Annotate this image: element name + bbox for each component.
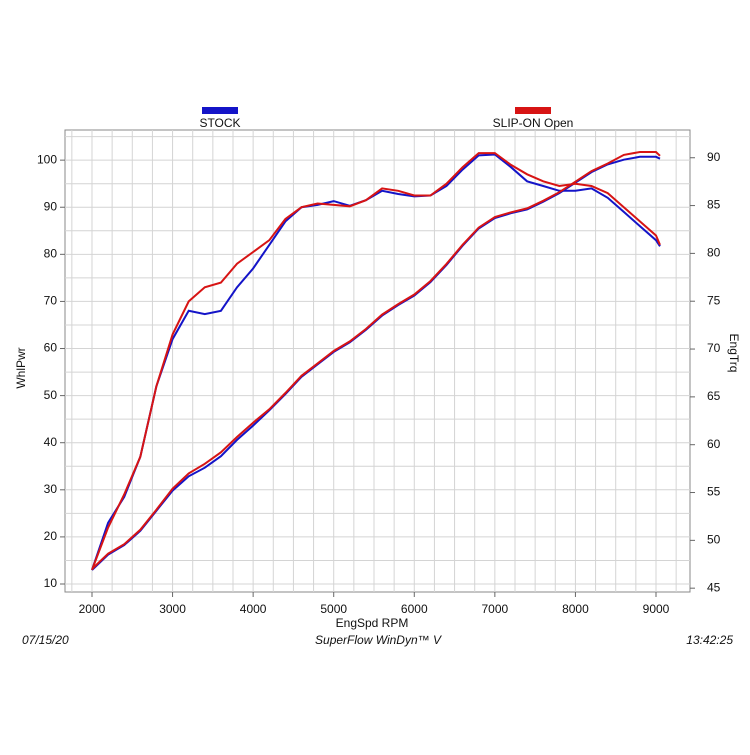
y-tick-label: 90 <box>44 199 58 213</box>
y-tick-label: 10 <box>44 576 58 590</box>
x-axis-label: EngSpd RPM <box>336 616 409 630</box>
torque-line <box>91 151 661 570</box>
footer-software: SuperFlow WinDyn™ V <box>315 633 442 647</box>
x-tick-label: 7000 <box>482 602 509 616</box>
x-tick-label: 5000 <box>320 602 347 616</box>
y2-tick-label: 45 <box>707 580 721 594</box>
legend-label: STOCK <box>199 116 240 130</box>
legend-label: SLIP-ON Open <box>493 116 574 130</box>
y2-tick-label: 50 <box>707 533 721 547</box>
y2-tick-label: 60 <box>707 437 721 451</box>
y-tick-label: 50 <box>44 388 58 402</box>
y2-tick-label: 75 <box>707 293 721 307</box>
y2-tick-label: 70 <box>707 341 721 355</box>
y-tick-label: 20 <box>44 529 58 543</box>
y2-tick-label: 80 <box>707 246 721 260</box>
x-tick-label: 6000 <box>401 602 428 616</box>
y2-tick-label: 65 <box>707 389 721 403</box>
y-axis-label: WhlPwr <box>14 347 28 388</box>
y-tick-label: 40 <box>44 435 58 449</box>
y2-tick-label: 90 <box>707 150 721 164</box>
power-line <box>91 152 661 571</box>
legend-swatch <box>515 107 551 114</box>
x-tick-label: 8000 <box>562 602 589 616</box>
x-tick-label: 4000 <box>240 602 267 616</box>
power-line <box>91 153 661 571</box>
y-tick-label: 100 <box>37 152 57 166</box>
y-tick-label: 80 <box>44 247 58 261</box>
y2-axis-label: EngTrq <box>727 334 741 373</box>
legend-swatch <box>202 107 238 114</box>
y-tick-label: 60 <box>44 341 58 355</box>
y2-tick-label: 85 <box>707 198 721 212</box>
x-tick-label: 9000 <box>643 602 670 616</box>
x-tick-label: 2000 <box>79 602 106 616</box>
footer-date: 07/15/20 <box>22 633 69 647</box>
y2-tick-label: 55 <box>707 485 721 499</box>
plot-area <box>64 129 691 593</box>
footer-time: 13:42:25 <box>686 633 733 647</box>
y-tick-label: 30 <box>44 482 58 496</box>
y-tick-label: 70 <box>44 294 58 308</box>
x-tick-label: 3000 <box>159 602 186 616</box>
